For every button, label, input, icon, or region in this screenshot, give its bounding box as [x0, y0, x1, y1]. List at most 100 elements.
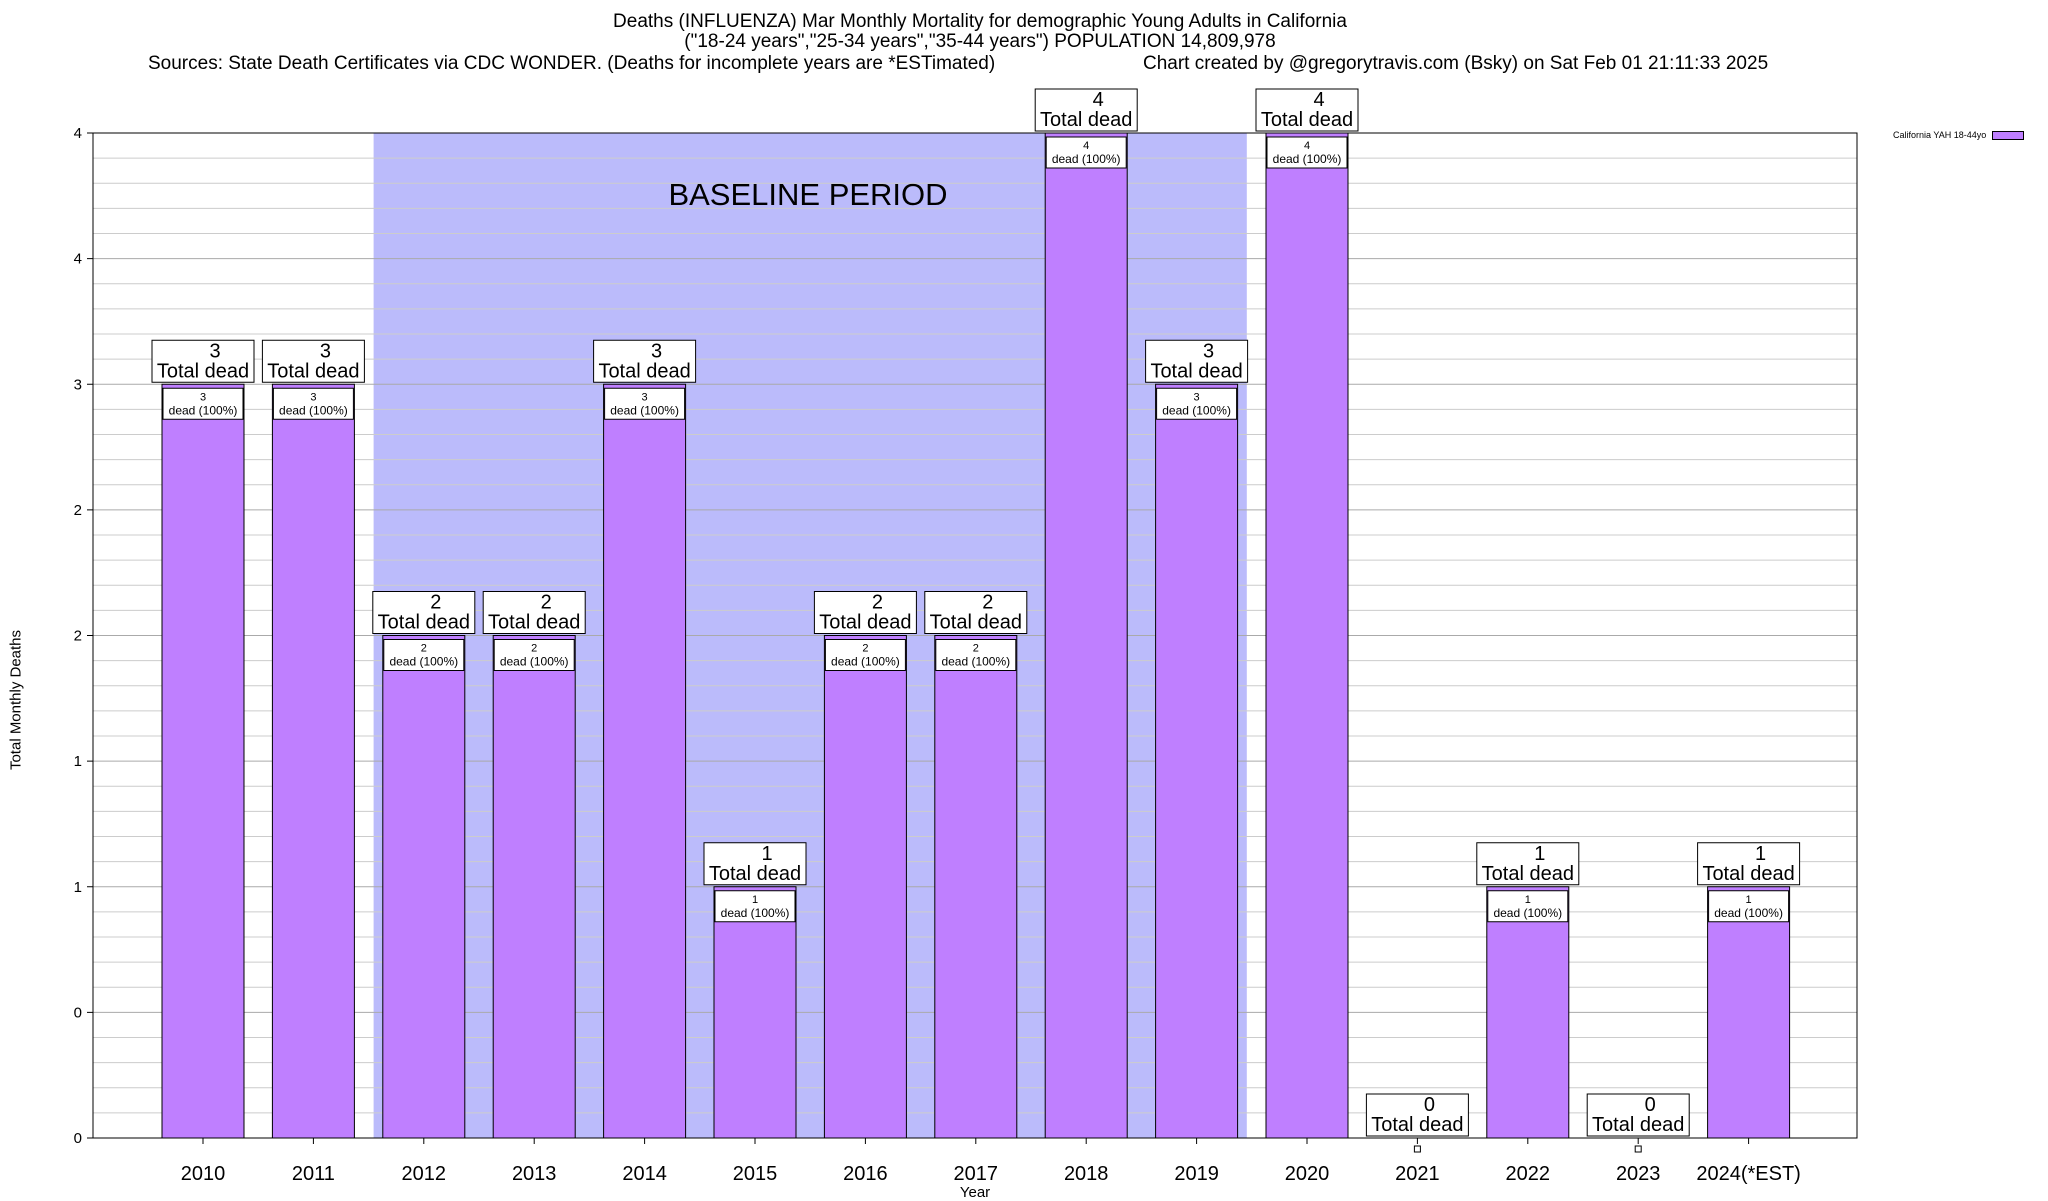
bar: [1044, 132, 1128, 1139]
bar-total-label-box: [1255, 88, 1359, 132]
bar-inner-value: 4: [1304, 140, 1310, 152]
baseline-label: BASELINE PERIOD: [668, 177, 947, 212]
legend-swatch: [1992, 130, 2025, 140]
y-tick-label: 0: [74, 1130, 82, 1147]
y-tick-label: 4: [74, 251, 82, 268]
zero-marker: [1413, 1145, 1421, 1153]
title-line-1: Deaths (INFLUENZA) Mar Monthly Mortality…: [613, 11, 1347, 32]
bar-total-label: Total dead: [930, 612, 1022, 634]
bar-total-label: Total dead: [1261, 109, 1353, 131]
bar-total-label: Total dead: [1040, 109, 1132, 131]
bar-inner-label: dead (100%): [610, 403, 679, 417]
bar-total-value: 3: [651, 340, 662, 362]
bar-inner-label: dead (100%): [169, 403, 238, 417]
x-axis-label: Year: [959, 1184, 991, 1201]
bar-total-value: 2: [430, 592, 441, 614]
bar-inner-value: 1: [1525, 894, 1531, 906]
bar-total-value: 2: [872, 592, 883, 614]
bar-total-value: 0: [1424, 1094, 1435, 1116]
bar-total-label-box: [924, 591, 1028, 634]
bar-total-value: 0: [1645, 1094, 1656, 1116]
bar-total-label-box: [1145, 339, 1249, 383]
bar-inner-label: dead (100%): [1714, 906, 1783, 920]
bar-total-label-box: [1476, 842, 1580, 886]
bar-inner-label: dead (100%): [279, 403, 348, 417]
bar-total-label-box: [1697, 842, 1801, 886]
bar: [382, 635, 466, 1139]
bar-inner-value: 2: [862, 643, 868, 655]
bar-total-label-box: [1034, 88, 1138, 132]
y-tick-label: 1: [74, 879, 82, 896]
bar-total-value: 1: [761, 843, 772, 865]
bar: [713, 886, 797, 1139]
x-tick-label: 2015: [733, 1163, 778, 1185]
bar-total-label: Total dead: [1371, 1114, 1463, 1136]
x-tick-label: 2022: [1506, 1163, 1551, 1185]
x-tick-label: 2014: [622, 1163, 667, 1185]
y-tick-label: 0: [74, 1004, 82, 1021]
bar-inner-value: 1: [752, 894, 758, 906]
bar-inner-label-box: [162, 387, 244, 420]
bar-total-label-box: [813, 591, 917, 634]
bar-total-value: 1: [1755, 843, 1766, 865]
bar-total-label-box: [593, 339, 697, 383]
bar-inner-label-box: [935, 639, 1017, 671]
bar-inner-label: dead (100%): [389, 655, 458, 669]
bar-inner-value: 3: [1194, 391, 1200, 403]
bar-inner-value: 3: [310, 391, 316, 403]
bar: [1155, 383, 1239, 1139]
bar-total-label: Total dead: [709, 863, 801, 885]
x-tick-label: 2020: [1285, 1163, 1330, 1185]
bar-inner-value: 3: [642, 391, 648, 403]
bar-inner-value: 1: [1746, 894, 1752, 906]
bar: [1486, 886, 1570, 1139]
bar-inner-label-box: [714, 890, 796, 923]
bar-total-value: 1: [1534, 843, 1545, 865]
bar-total-label: Total dead: [157, 360, 249, 382]
bar-total-value: 3: [1203, 340, 1214, 362]
bar-total-label: Total dead: [1482, 863, 1574, 885]
bar: [1707, 886, 1791, 1139]
bar-total-label: Total dead: [267, 360, 359, 382]
bar-total-label-box: [1586, 1093, 1690, 1137]
bar-inner-label-box: [493, 639, 575, 671]
bar-inner-value: 2: [421, 643, 427, 655]
bar-total-label-box: [151, 339, 255, 383]
bar-total-value: 3: [209, 340, 220, 362]
bar-total-label: Total dead: [1150, 360, 1242, 382]
bar: [934, 635, 1018, 1139]
bar-total-label: Total dead: [819, 612, 911, 634]
zero-marker: [1634, 1145, 1642, 1153]
bar-total-value: 4: [1093, 89, 1104, 111]
legend: California YAH 18-44yo: [1893, 130, 2025, 140]
legend-label: California YAH 18-44yo: [1893, 130, 1987, 140]
bar-total-value: 2: [541, 592, 552, 614]
x-tick-label: 2021: [1395, 1163, 1440, 1185]
bar-total-label: Total dead: [488, 612, 580, 634]
x-tick-label: 2012: [402, 1163, 447, 1185]
bar-inner-value: 2: [973, 643, 979, 655]
bar: [271, 383, 355, 1139]
x-tick-label: 2023: [1616, 1163, 1661, 1185]
bar-inner-value: 2: [531, 643, 537, 655]
bar-inner-label-box: [1487, 890, 1569, 923]
bar-total-label-box: [372, 591, 476, 634]
bar-inner-label: dead (100%): [721, 906, 790, 920]
bar-total-label: Total dead: [1592, 1114, 1684, 1136]
bar: [492, 635, 576, 1139]
x-tick-label: 2016: [843, 1163, 888, 1185]
bar-inner-label-box: [1156, 387, 1238, 420]
bar: [161, 383, 245, 1139]
bar: [603, 383, 687, 1139]
x-tick-label: 2018: [1064, 1163, 1109, 1185]
bar-total-label-box: [1365, 1093, 1469, 1137]
bar-total-label-box: [261, 339, 365, 383]
y-tick-label: 2: [74, 628, 82, 645]
y-tick-label: 4: [74, 125, 82, 142]
bar-inner-value: 3: [200, 391, 206, 403]
bar-inner-label-box: [272, 387, 354, 420]
title-line-2: ("18-24 years","25-34 years","35-44 year…: [684, 31, 1276, 52]
x-tick-label: 2017: [954, 1163, 999, 1185]
chart-title: Deaths (INFLUENZA) Mar Monthly Mortality…: [0, 12, 1960, 52]
